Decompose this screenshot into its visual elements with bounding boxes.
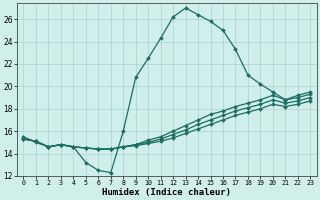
X-axis label: Humidex (Indice chaleur): Humidex (Indice chaleur): [102, 188, 231, 197]
